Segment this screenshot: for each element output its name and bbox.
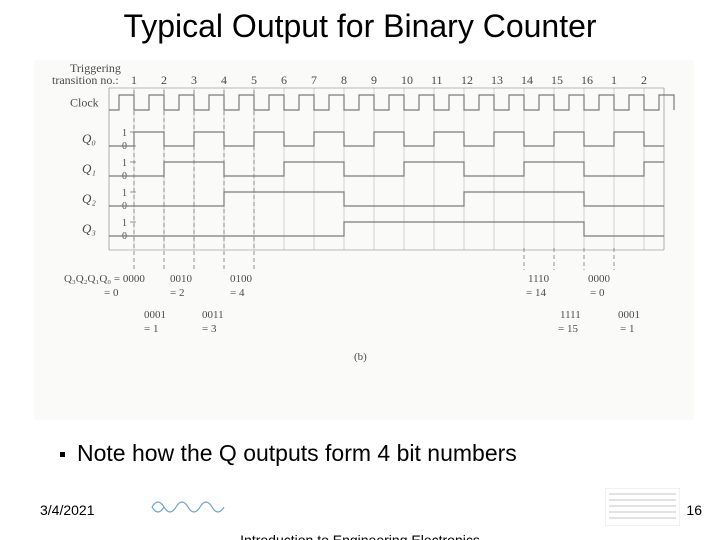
- svg-text:9: 9: [371, 73, 377, 87]
- slide-title: Typical Output for Binary Counter: [0, 8, 720, 45]
- svg-text:= 0: = 0: [104, 287, 119, 299]
- svg-text:14: 14: [521, 73, 533, 87]
- svg-text:= 1: = 1: [620, 323, 634, 335]
- svg-text:1: 1: [122, 218, 127, 229]
- svg-text:13: 13: [491, 73, 503, 87]
- svg-text:10: 10: [401, 73, 413, 87]
- svg-text:0000: 0000: [588, 273, 611, 285]
- svg-text:16: 16: [581, 73, 593, 87]
- svg-text:11: 11: [431, 73, 443, 87]
- svg-text:0001: 0001: [618, 309, 640, 321]
- svg-text:transition no.:: transition no.:: [52, 73, 119, 87]
- svg-text:1: 1: [122, 158, 127, 169]
- svg-text:12: 12: [461, 73, 473, 87]
- svg-text:(b): (b): [354, 351, 367, 363]
- svg-text:= 15: = 15: [558, 323, 578, 335]
- svg-text:1: 1: [122, 128, 127, 139]
- svg-text:0001: 0001: [144, 309, 166, 321]
- svg-text:1110: 1110: [528, 273, 550, 285]
- svg-text:15: 15: [551, 73, 563, 87]
- svg-text:0100: 0100: [230, 273, 253, 285]
- footer-center: Introduction to Engineering Electronics …: [0, 532, 720, 540]
- svg-text:Q₂: Q₂: [82, 191, 96, 206]
- svg-text:= 3: = 3: [202, 323, 217, 335]
- svg-text:3: 3: [191, 73, 197, 87]
- svg-text:8: 8: [341, 73, 347, 87]
- svg-text:= 14: = 14: [526, 287, 546, 299]
- thumbnail-icon: [605, 488, 680, 526]
- svg-text:Q₀: Q₀: [82, 131, 96, 146]
- footer-course: Introduction to Engineering Electronics: [240, 532, 480, 540]
- page-number: 16: [686, 502, 702, 518]
- footer-date: 3/4/2021: [40, 502, 95, 518]
- svg-text:= 0: = 0: [590, 287, 605, 299]
- bullet-text: Note how the Q outputs form 4 bit number…: [77, 440, 517, 466]
- decorative-wave-icon: [150, 492, 230, 522]
- svg-text:Q₁: Q₁: [82, 161, 96, 176]
- svg-text:1111: 1111: [560, 309, 581, 321]
- svg-text:2: 2: [641, 73, 647, 87]
- svg-text:7: 7: [311, 73, 317, 87]
- timing-svg: Triggeringtransition no.:123456789101112…: [34, 60, 694, 420]
- svg-text:5: 5: [251, 73, 257, 87]
- svg-text:1: 1: [122, 188, 127, 199]
- bullet-item: Note how the Q outputs form 4 bit number…: [60, 440, 517, 467]
- svg-text:= 2: = 2: [170, 287, 184, 299]
- svg-text:Clock: Clock: [70, 96, 99, 110]
- svg-text:6: 6: [281, 73, 287, 87]
- svg-text:2: 2: [161, 73, 167, 87]
- svg-text:0011: 0011: [202, 309, 224, 321]
- svg-text:= 1: = 1: [144, 323, 158, 335]
- svg-text:Q₃: Q₃: [82, 221, 96, 236]
- svg-text:1: 1: [611, 73, 617, 87]
- timing-diagram: Triggeringtransition no.:123456789101112…: [34, 60, 694, 420]
- bullet-dot: [60, 452, 65, 457]
- svg-text:4: 4: [221, 73, 227, 87]
- svg-text:0010: 0010: [170, 273, 193, 285]
- svg-text:1: 1: [131, 73, 137, 87]
- svg-text:Q₃Q₂Q₁Q₀ = 0000: Q₃Q₂Q₁Q₀ = 0000: [64, 273, 145, 285]
- svg-text:= 4: = 4: [230, 287, 245, 299]
